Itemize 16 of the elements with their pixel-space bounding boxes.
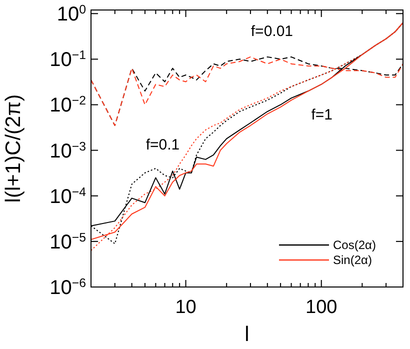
y-tick-label: 10$^{−4}$ — [50, 184, 86, 208]
x-axis-title: l — [244, 323, 250, 346]
annotation: f=1 — [311, 106, 333, 124]
annotation: f=0.1 — [146, 136, 180, 154]
legend-label: Sin(2α) — [333, 253, 372, 267]
y-tick-label: 10$^{−6}$ — [50, 276, 86, 299]
y-tick-label: 10$^{−3}$ — [50, 139, 86, 162]
x-tick-label: 100 — [306, 297, 338, 318]
y-tick-label: 10$^{0}$ — [56, 2, 86, 26]
y-tick-label: 10$^{−2}$ — [50, 94, 86, 117]
y-tick-label: 10$^{−1}$ — [50, 48, 86, 72]
legend-label: Cos(2α) — [333, 238, 376, 252]
y-tick-label: 10$^{−5}$ — [50, 230, 86, 254]
x-tick-label: 10 — [175, 297, 196, 318]
y-axis-title: l(l+1)C/(2π) — [2, 94, 25, 203]
annotation: f=0.01 — [250, 23, 294, 40]
